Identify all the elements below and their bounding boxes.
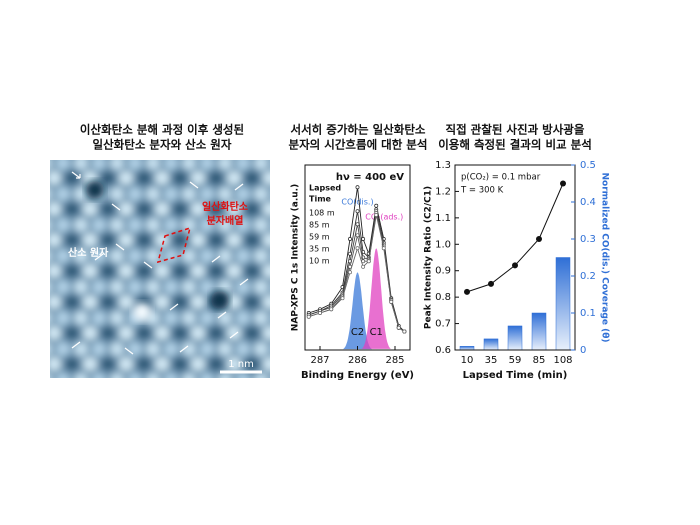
y-tick-label: 0.6 <box>435 345 451 356</box>
x-axis-label: Lapsed Time (min) <box>463 370 568 381</box>
spectrum-point <box>306 314 311 319</box>
x-tick-label: 59 <box>509 355 522 366</box>
x-tick-label: 10 <box>461 355 474 366</box>
spectrum-point <box>355 222 360 227</box>
bar <box>483 338 499 351</box>
x-tick-label: 85 <box>533 355 546 366</box>
bar <box>507 325 523 351</box>
peak-label: CO₂(ads.) <box>365 213 403 222</box>
y-axis-label: Peak Intensity Ratio (C2/C1) <box>424 186 434 329</box>
peak <box>361 248 391 349</box>
legend-title: Time <box>309 195 332 204</box>
y-tick-label: 0.8 <box>435 292 451 303</box>
unit-cell <box>156 226 192 264</box>
scale-label: 1 nm <box>228 359 254 370</box>
spectrum-point <box>355 209 360 214</box>
legend-title: Lapsed <box>309 184 341 193</box>
spectrum-point <box>355 246 360 251</box>
panel-title: 일산화탄소 분자와 산소 원자 <box>93 138 232 152</box>
spectrum-point <box>374 212 379 217</box>
plot-frame <box>454 164 576 351</box>
y-tick-label: 1.0 <box>435 239 451 250</box>
spectrum-point <box>348 270 352 275</box>
y2-tick-label: 0.3 <box>580 234 596 245</box>
y2-tick-label: 0.1 <box>580 308 596 319</box>
spectrum-point <box>355 185 360 190</box>
legend-label: 108 m <box>309 209 335 218</box>
x-tick-label: 287 <box>310 355 329 366</box>
legend-label: 59 m <box>309 233 330 242</box>
stm-panel: 이산화탄소 분해 과정 이후 생성된 일산화탄소 분자와 산소 원자 일산화탄소… <box>50 123 270 378</box>
spectrum-point <box>355 233 360 238</box>
peak-name: C1 <box>370 327 383 338</box>
x-tick-label: 285 <box>385 355 404 366</box>
spectrum-point <box>361 237 366 241</box>
spectrum-point <box>396 325 401 330</box>
bar <box>555 257 571 351</box>
spectrum-point <box>340 296 345 301</box>
molecule-label: 일산화탄소 <box>202 200 248 213</box>
legend-label: 85 m <box>309 221 330 230</box>
bar <box>459 346 475 351</box>
peak <box>342 272 373 350</box>
line-point <box>512 262 518 269</box>
bar <box>531 312 547 351</box>
y-axis-label: NAP-XPS C 1s Intensity (a.u.) <box>291 184 301 331</box>
line-point <box>536 236 542 242</box>
y-tick-label: 1.2 <box>435 186 451 197</box>
spectrum-point <box>374 203 379 208</box>
atom-label: 산소 원자 <box>68 246 109 259</box>
molecule-label: 분자배열 <box>207 214 244 227</box>
x-tick-label: 286 <box>348 355 367 366</box>
panel-title: 이용해 측정된 결과의 비교 분석 <box>438 138 592 152</box>
peak-name: C2 <box>351 327 364 338</box>
spectrum-point <box>348 237 352 241</box>
spectrum-point <box>318 311 322 315</box>
spectrum-point <box>329 307 334 312</box>
arrows <box>71 171 249 355</box>
line-point <box>488 280 494 287</box>
y2-tick-label: 0.4 <box>580 197 596 208</box>
stm-image <box>50 160 270 378</box>
panel-title: 직접 관찰된 사진과 방사광을 <box>446 123 585 137</box>
x-tick-label: 108 <box>553 355 572 366</box>
y-tick-label: 0.7 <box>435 319 451 330</box>
x-tick-label: 35 <box>485 355 498 366</box>
y2-tick-label: 0 <box>580 345 586 356</box>
spectrum-point <box>381 246 386 251</box>
peak-label: CO(dis.) <box>341 198 373 207</box>
y-tick-label: 1.3 <box>435 160 451 171</box>
panel-title: 서서히 증가하는 일산화탄소 <box>291 123 426 137</box>
annotation: T = 300 K <box>460 186 504 196</box>
legend-label: 10 m <box>309 257 330 266</box>
spectrum-point <box>366 259 371 264</box>
line-point <box>464 288 470 295</box>
spectrum-point <box>402 329 407 334</box>
spectrum-point <box>361 264 366 269</box>
y2-axis-label: Normalized CO(dis.) Coverage (θ) <box>600 173 610 343</box>
line <box>466 183 564 293</box>
spectrum-point <box>389 299 394 304</box>
y2-tick-label: 0.5 <box>580 160 596 171</box>
panel-title: 이산화탄소 분해 과정 이후 생성된 <box>80 123 244 137</box>
y-tick-label: 1.1 <box>435 213 451 224</box>
legend-label: 35 m <box>309 245 330 254</box>
annotation: hν = 400 eV <box>336 172 404 183</box>
x-axis-label: Binding Energy (eV) <box>301 370 414 381</box>
panel-title: 분자의 시간흐름에 대한 분석 <box>289 138 428 152</box>
y2-tick-label: 0.2 <box>580 271 596 282</box>
annotation: p(CO₂) = 0.1 mbar <box>461 173 541 183</box>
y-tick-label: 0.9 <box>435 266 451 277</box>
line-point <box>560 180 566 187</box>
